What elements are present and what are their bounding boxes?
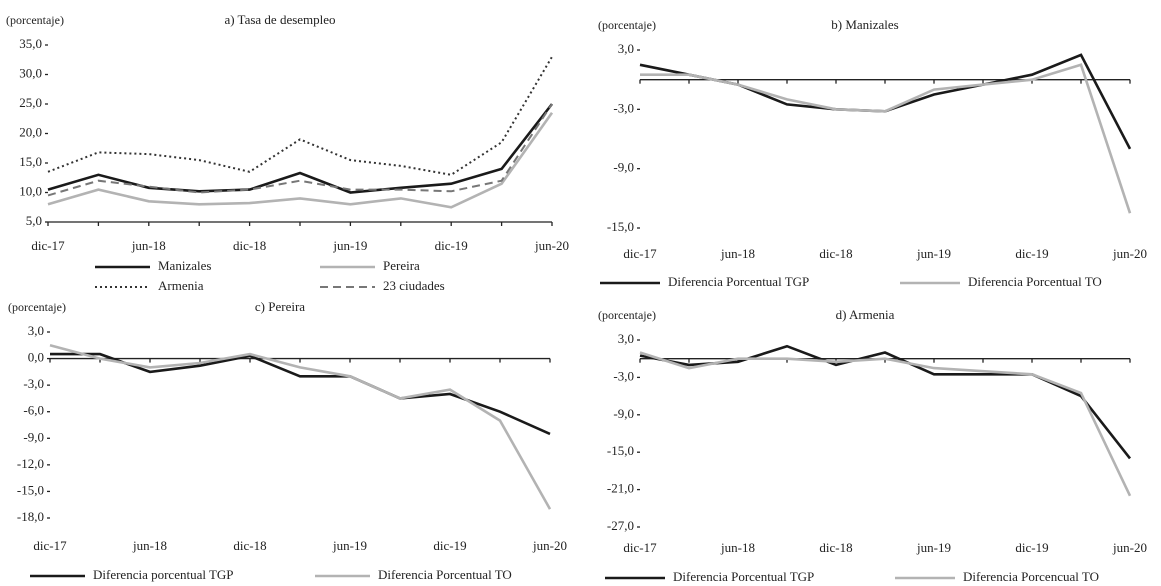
series-line [639, 53, 1132, 150]
y-tick-label: -12,0 [17, 456, 44, 471]
y-tick-label: 5,0 [26, 213, 42, 228]
y-tick-label: -9,0 [613, 160, 634, 175]
x-tick-label: dic-19 [435, 238, 468, 253]
y-axis-label: (porcentaje) [598, 308, 656, 322]
x-tick-label: jun-20 [532, 538, 567, 553]
x-tick-label: jun-20 [1112, 246, 1147, 261]
series-line [639, 351, 1132, 497]
series-line [47, 103, 554, 194]
chart-title: c) Pereira [255, 299, 305, 314]
y-tick-label: -15,0 [607, 443, 634, 458]
x-tick-label: jun-18 [720, 540, 755, 555]
x-tick-label: jun-19 [332, 238, 367, 253]
y-tick-label: 25,0 [19, 95, 42, 110]
x-tick-label: jun-19 [916, 246, 951, 261]
legend-label: 23 ciudades [383, 278, 445, 293]
y-tick-label: -3,0 [613, 368, 634, 383]
y-tick-label: -21,0 [607, 481, 634, 496]
series-line [47, 56, 553, 176]
series-line [49, 344, 552, 510]
x-tick-label: dic-18 [233, 238, 266, 253]
legend-label: Diferencia Porcentual TO [378, 567, 512, 582]
y-axis-label: (porcentaje) [598, 18, 656, 32]
y-tick-label: -15,0 [17, 482, 44, 497]
x-tick-label: dic-17 [33, 538, 67, 553]
y-tick-label: -3,0 [23, 376, 44, 391]
y-axis-label: (porcentaje) [8, 300, 66, 314]
x-tick-label: jun-18 [720, 246, 755, 261]
y-tick-label: 20,0 [19, 124, 42, 139]
y-tick-label: -27,0 [607, 518, 634, 533]
series-line [640, 63, 1132, 214]
x-tick-label: dic-17 [623, 540, 657, 555]
y-tick-label: 3,0 [618, 331, 634, 346]
y-tick-label: -18,0 [17, 509, 44, 524]
chart-title: d) Armenia [836, 307, 895, 322]
x-tick-label: dic-18 [233, 538, 266, 553]
y-tick-label: -3,0 [613, 100, 634, 115]
x-tick-label: jun-19 [916, 540, 951, 555]
y-tick-label: 35,0 [19, 36, 42, 51]
y-axis-label: (porcentaje) [6, 13, 64, 27]
legend-label: Diferencia Porcentual TGP [668, 274, 809, 289]
y-tick-label: 10,0 [19, 183, 42, 198]
y-tick-label: 0,0 [28, 350, 44, 365]
legend-label: Pereira [383, 258, 420, 273]
series-line [47, 112, 554, 209]
y-tick-label: -9,0 [613, 406, 634, 421]
x-tick-label: dic-19 [1015, 246, 1048, 261]
x-tick-label: jun-20 [1112, 540, 1147, 555]
y-tick-label: -15,0 [607, 219, 634, 234]
y-tick-label: -9,0 [23, 429, 44, 444]
x-tick-label: jun-20 [534, 238, 569, 253]
x-tick-label: jun-18 [131, 238, 166, 253]
legend-label: Diferencia porcentual TGP [93, 567, 234, 582]
y-tick-label: 15,0 [19, 154, 42, 169]
legend-label: Diferencia Porcentual TGP [673, 569, 814, 584]
y-tick-label: -6,0 [23, 403, 44, 418]
x-tick-label: dic-19 [433, 538, 466, 553]
legend-label: Armenia [158, 278, 204, 293]
y-tick-label: 3,0 [28, 323, 44, 338]
x-tick-label: dic-19 [1015, 540, 1048, 555]
legend-label: Manizales [158, 258, 211, 273]
x-tick-label: dic-18 [819, 246, 852, 261]
y-tick-label: 30,0 [19, 65, 42, 80]
x-tick-label: dic-18 [819, 540, 852, 555]
legend-label: Diferencia Porcencual TO [963, 569, 1099, 584]
x-tick-label: jun-19 [332, 538, 367, 553]
chart-title: a) Tasa de desempleo [224, 12, 335, 27]
y-tick-label: 3,0 [618, 41, 634, 56]
chart-title: b) Manizales [831, 17, 899, 32]
legend-label: Diferencia Porcentual TO [968, 274, 1102, 289]
x-tick-label: jun-18 [132, 538, 167, 553]
x-tick-label: dic-17 [31, 238, 65, 253]
x-tick-label: dic-17 [623, 246, 657, 261]
